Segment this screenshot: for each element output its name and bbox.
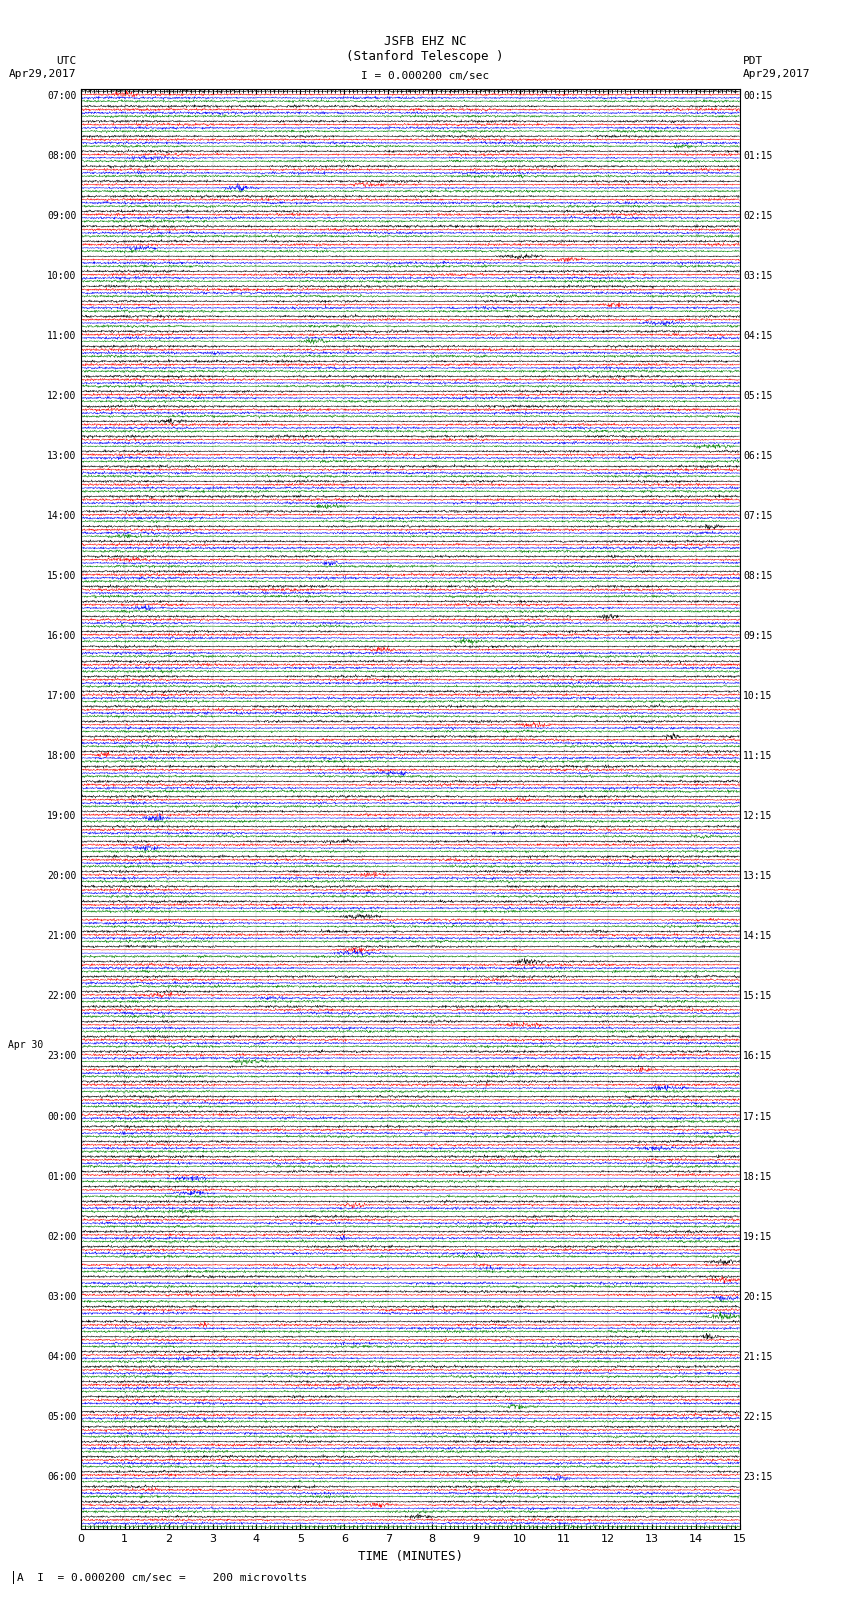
Text: 09:15: 09:15 <box>743 631 773 642</box>
Text: 02:15: 02:15 <box>743 211 773 221</box>
Text: I = 0.000200 cm/sec: I = 0.000200 cm/sec <box>361 71 489 81</box>
Text: 01:00: 01:00 <box>47 1171 76 1182</box>
Text: 12:00: 12:00 <box>47 392 76 402</box>
Text: 14:15: 14:15 <box>743 931 773 942</box>
Text: 23:15: 23:15 <box>743 1471 773 1482</box>
Text: 23:00: 23:00 <box>47 1052 76 1061</box>
Text: 13:15: 13:15 <box>743 871 773 881</box>
Text: 06:00: 06:00 <box>47 1471 76 1482</box>
Text: 11:00: 11:00 <box>47 331 76 342</box>
Text: 08:15: 08:15 <box>743 571 773 581</box>
Text: 16:15: 16:15 <box>743 1052 773 1061</box>
Text: 15:15: 15:15 <box>743 992 773 1002</box>
Text: 22:00: 22:00 <box>47 992 76 1002</box>
Text: 00:00: 00:00 <box>47 1111 76 1121</box>
Text: Apr29,2017: Apr29,2017 <box>9 69 76 79</box>
Text: 03:15: 03:15 <box>743 271 773 281</box>
Text: UTC: UTC <box>56 56 76 66</box>
Text: (Stanford Telescope ): (Stanford Telescope ) <box>346 50 504 63</box>
Text: 09:00: 09:00 <box>47 211 76 221</box>
Text: 05:00: 05:00 <box>47 1411 76 1421</box>
Text: Apr 30: Apr 30 <box>8 1040 43 1050</box>
Text: 20:15: 20:15 <box>743 1292 773 1302</box>
Text: 12:15: 12:15 <box>743 811 773 821</box>
Text: 15:00: 15:00 <box>47 571 76 581</box>
Text: 04:00: 04:00 <box>47 1352 76 1361</box>
Text: 08:00: 08:00 <box>47 152 76 161</box>
Text: 21:15: 21:15 <box>743 1352 773 1361</box>
Text: 13:00: 13:00 <box>47 452 76 461</box>
Text: 14:00: 14:00 <box>47 511 76 521</box>
Text: 10:15: 10:15 <box>743 692 773 702</box>
Text: 10:00: 10:00 <box>47 271 76 281</box>
Text: 06:15: 06:15 <box>743 452 773 461</box>
Text: 17:15: 17:15 <box>743 1111 773 1121</box>
Text: 16:00: 16:00 <box>47 631 76 642</box>
Text: 20:00: 20:00 <box>47 871 76 881</box>
Text: A  I  = 0.000200 cm/sec =    200 microvolts: A I = 0.000200 cm/sec = 200 microvolts <box>17 1573 307 1582</box>
Text: 02:00: 02:00 <box>47 1232 76 1242</box>
Text: 17:00: 17:00 <box>47 692 76 702</box>
Text: Apr29,2017: Apr29,2017 <box>743 69 810 79</box>
Text: 21:00: 21:00 <box>47 931 76 942</box>
Text: 19:00: 19:00 <box>47 811 76 821</box>
Text: 22:15: 22:15 <box>743 1411 773 1421</box>
Text: 07:00: 07:00 <box>47 92 76 102</box>
Text: 11:15: 11:15 <box>743 752 773 761</box>
Text: 18:00: 18:00 <box>47 752 76 761</box>
Text: 04:15: 04:15 <box>743 331 773 342</box>
Text: 00:15: 00:15 <box>743 92 773 102</box>
Text: 07:15: 07:15 <box>743 511 773 521</box>
Text: 19:15: 19:15 <box>743 1232 773 1242</box>
Text: 01:15: 01:15 <box>743 152 773 161</box>
X-axis label: TIME (MINUTES): TIME (MINUTES) <box>358 1550 462 1563</box>
Text: JSFB EHZ NC: JSFB EHZ NC <box>383 35 467 48</box>
Text: 05:15: 05:15 <box>743 392 773 402</box>
Text: 03:00: 03:00 <box>47 1292 76 1302</box>
Text: 18:15: 18:15 <box>743 1171 773 1182</box>
Text: PDT: PDT <box>743 56 763 66</box>
